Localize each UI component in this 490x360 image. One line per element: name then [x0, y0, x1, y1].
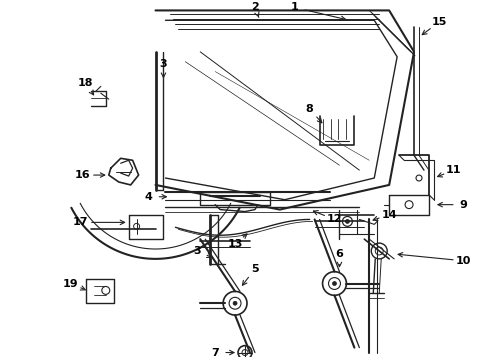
Text: 1: 1	[291, 3, 298, 13]
Text: 3: 3	[160, 59, 167, 69]
Text: 7: 7	[211, 347, 219, 357]
Text: 18: 18	[78, 78, 94, 89]
Circle shape	[233, 301, 237, 305]
Text: 9: 9	[460, 200, 467, 210]
Text: 19: 19	[63, 279, 79, 288]
Circle shape	[345, 220, 349, 223]
Text: 14: 14	[381, 210, 397, 220]
Text: 8: 8	[306, 104, 314, 114]
Text: 16: 16	[75, 170, 91, 180]
Text: 10: 10	[456, 256, 471, 266]
Text: 13: 13	[227, 239, 243, 249]
Text: 12: 12	[327, 215, 342, 224]
Circle shape	[333, 282, 337, 285]
Text: 5: 5	[251, 264, 259, 274]
Text: 2: 2	[251, 3, 259, 13]
Text: 11: 11	[446, 165, 462, 175]
Text: 6: 6	[336, 249, 343, 259]
Text: 4: 4	[145, 192, 152, 202]
Text: 15: 15	[431, 17, 446, 27]
Text: 17: 17	[73, 217, 89, 228]
Text: 3: 3	[194, 246, 201, 256]
